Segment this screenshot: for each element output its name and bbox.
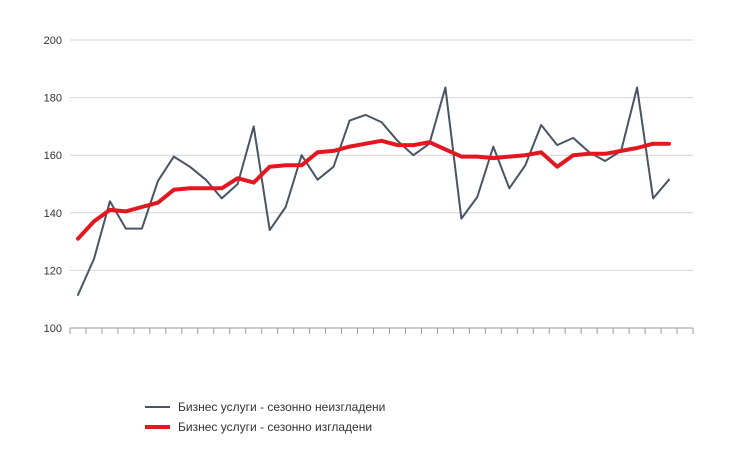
legend-label-2: Бизнес услуги - сезонно изгладени bbox=[178, 420, 372, 434]
legend-label-1: Бизнес услуги - сезонно неизгладени bbox=[178, 400, 385, 414]
y-tick-label: 100 bbox=[44, 323, 62, 335]
y-tick-label: 180 bbox=[44, 93, 62, 105]
y-tick-label: 200 bbox=[44, 35, 62, 47]
axes: 100 120 140 160 180 200 bbox=[44, 35, 694, 335]
y-tick-label: 160 bbox=[44, 150, 62, 162]
y-tick-label: 140 bbox=[44, 208, 62, 220]
series-line-1 bbox=[77, 86, 670, 296]
legend: Бизнес услуги - сезонно неизгладени Бизне… bbox=[145, 400, 385, 434]
y-tick-label: 120 bbox=[44, 265, 62, 277]
series-lines bbox=[76, 86, 671, 296]
series-line-2 bbox=[76, 138, 671, 241]
gridlines bbox=[70, 39, 693, 329]
